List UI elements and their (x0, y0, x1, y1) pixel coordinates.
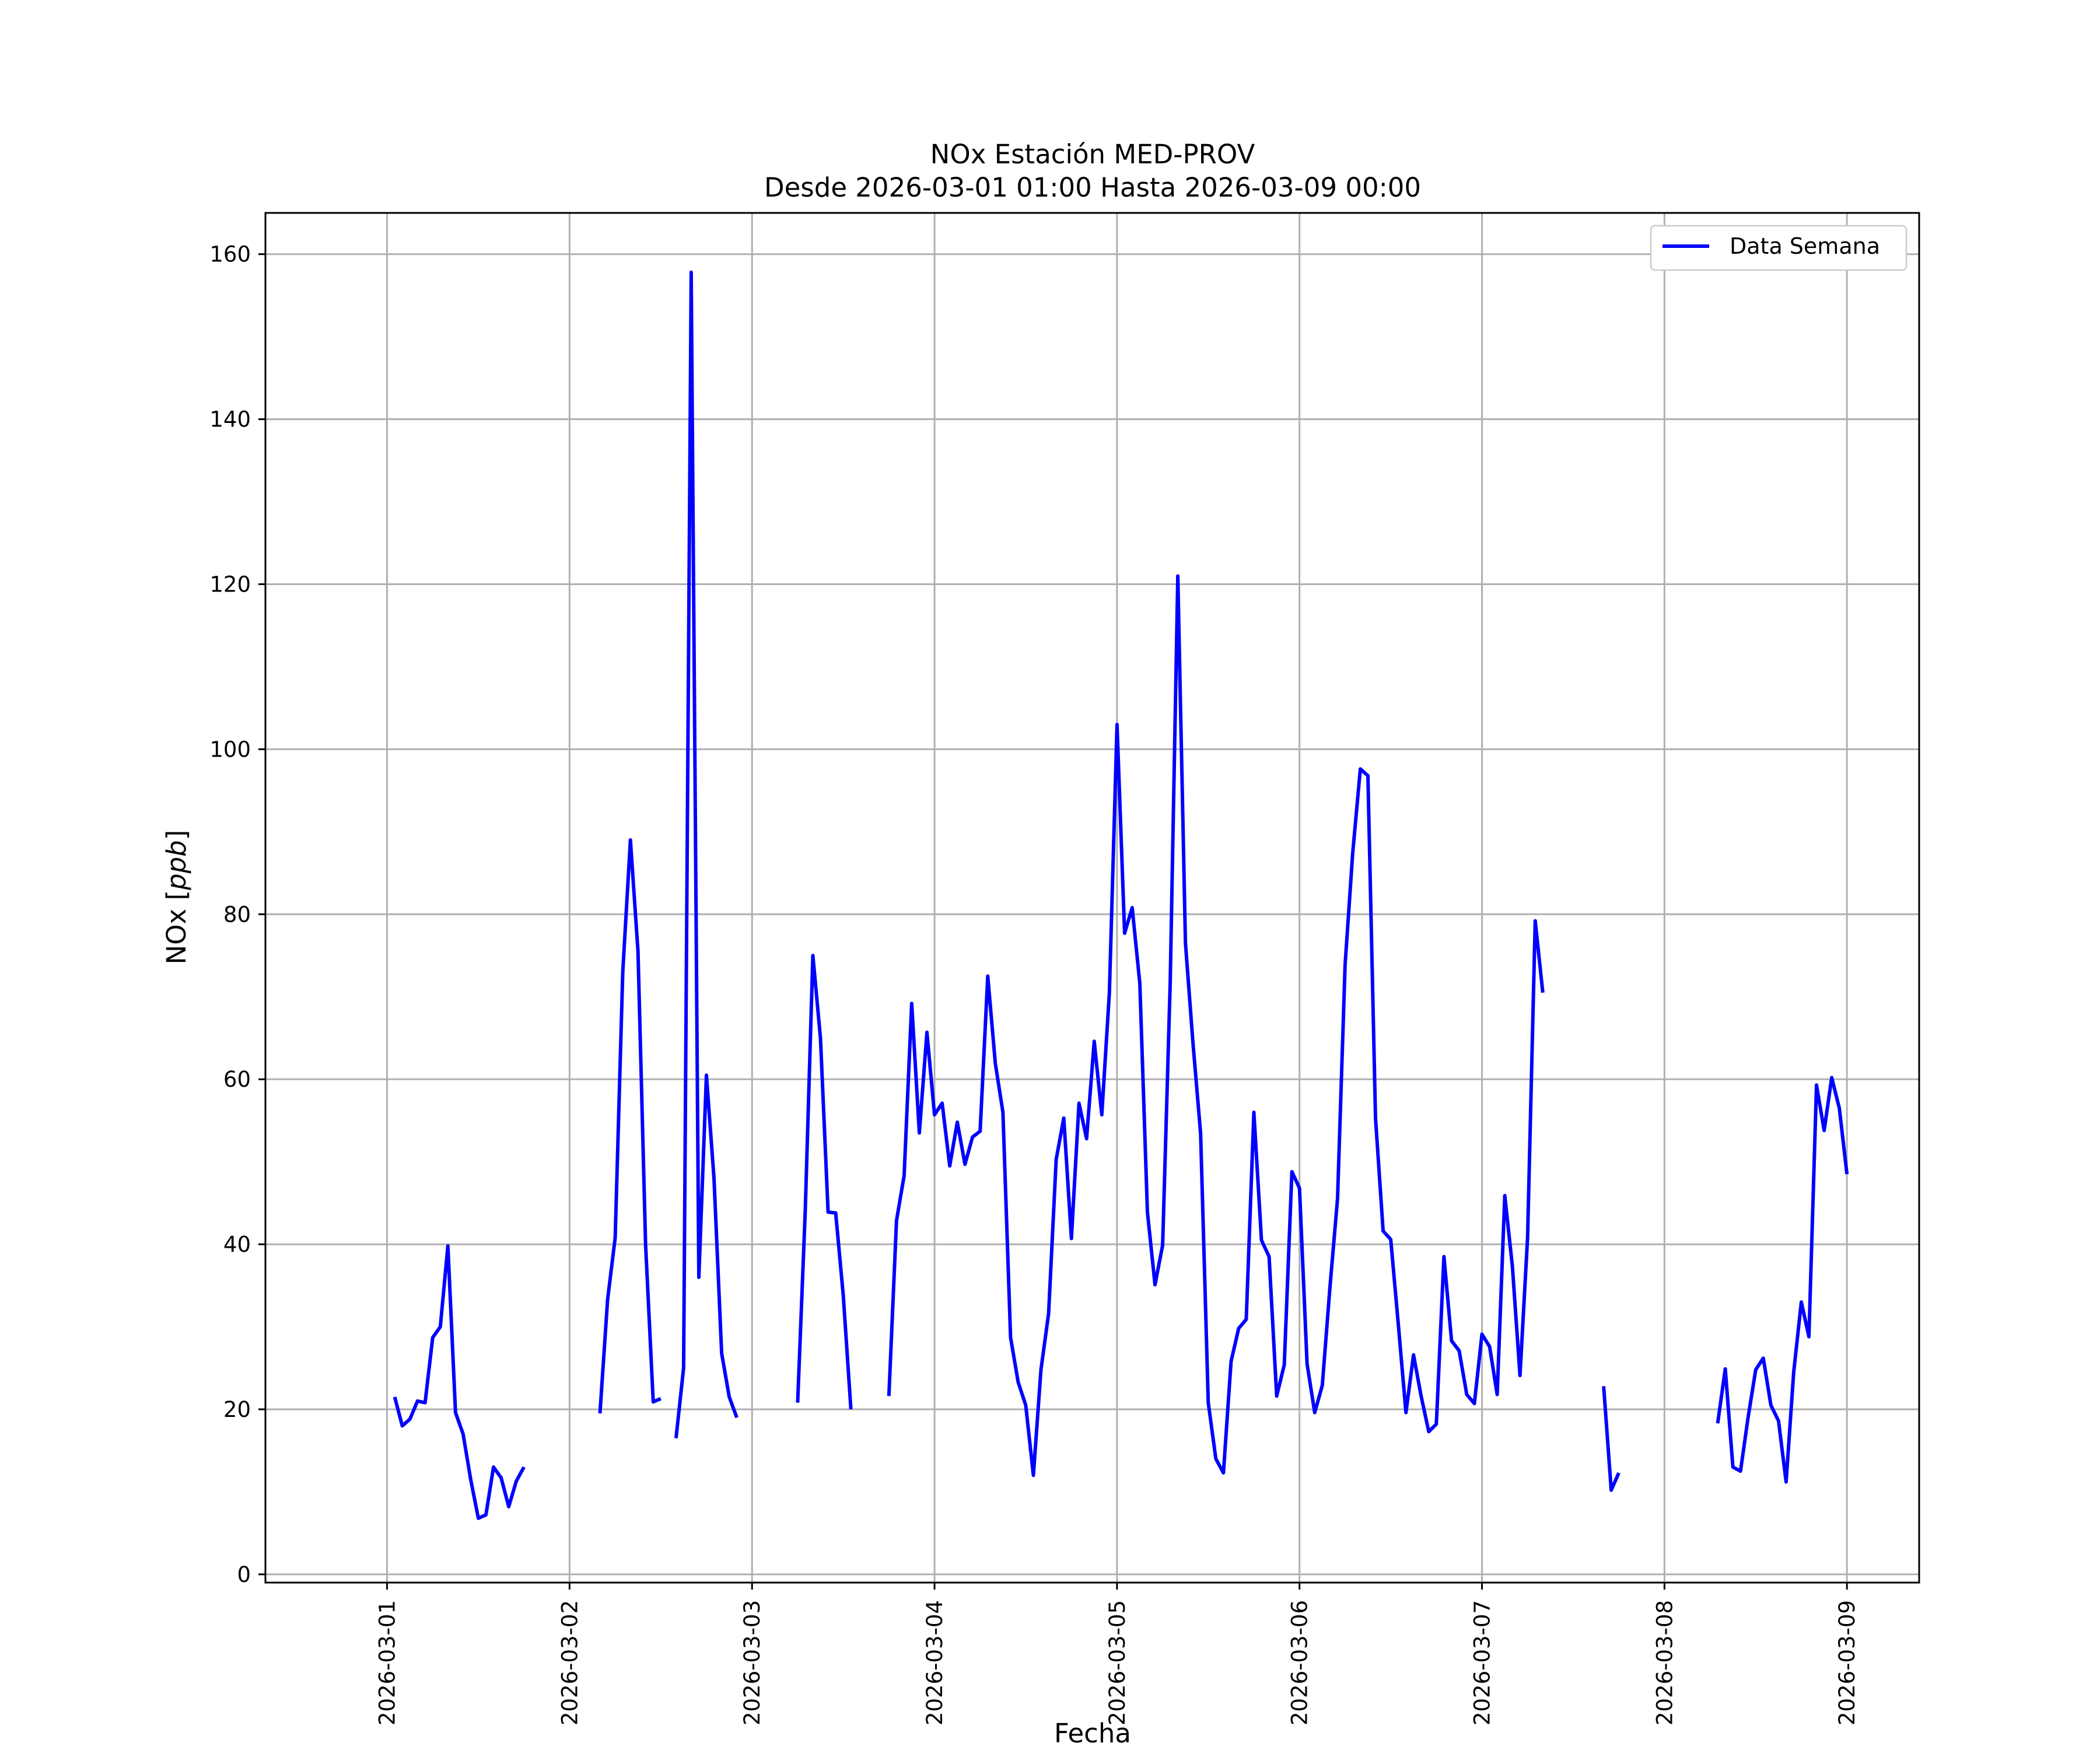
y-tick-label: 80 (223, 902, 251, 927)
series-line-segment (393, 1244, 526, 1520)
legend-label-data-semana: Data Semana (1730, 233, 1880, 259)
y-axis-ticks: 0 20 40 60 80 100 120 140 160 (209, 242, 265, 1587)
y-tick-label: 40 (223, 1232, 251, 1257)
y-tick-label: 60 (223, 1067, 251, 1092)
y-tick-label: 140 (209, 407, 251, 432)
y-tick-label: 100 (209, 737, 251, 762)
x-tick-label: 2026-03-07 (1470, 1600, 1495, 1726)
x-axis-ticks: 2026-03-01 2026-03-02 2026-03-03 2026-03-04… (375, 1583, 1860, 1726)
grid-lines (265, 213, 1919, 1583)
y-tick-label: 20 (223, 1397, 251, 1422)
legend: Data Semana (1650, 225, 1908, 271)
x-tick-label: 2026-03-06 (1287, 1600, 1312, 1726)
y-tick-label: 160 (209, 242, 251, 267)
x-axis-label: Fecha (1054, 1718, 1131, 1749)
y-tick-label: 120 (209, 572, 251, 597)
plot-area-frame (264, 212, 1920, 1584)
x-tick-label: 2026-03-08 (1652, 1600, 1677, 1726)
series-line-segment (598, 838, 662, 1414)
x-tick-label: 2026-03-09 (1835, 1600, 1860, 1726)
series-line-segment (796, 954, 853, 1410)
y-tick-label: 0 (237, 1562, 251, 1587)
series-line-segment (1602, 1386, 1620, 1492)
y-axis-label-unit: ppb (161, 840, 192, 891)
y-axis-label-close: ] (161, 830, 192, 841)
x-tick-label: 2026-03-05 (1105, 1600, 1130, 1726)
x-tick-label: 2026-03-02 (557, 1600, 582, 1726)
legend-box (1650, 225, 1908, 271)
x-tick-label: 2026-03-04 (922, 1600, 947, 1726)
series-line-segment (674, 270, 738, 1438)
x-tick-label: 2026-03-03 (740, 1600, 765, 1726)
y-axis-label: NOx [ppb] (161, 830, 192, 965)
series-line-segment (887, 574, 1545, 1478)
x-tick-label: 2026-03-01 (375, 1600, 400, 1726)
series-layer (393, 270, 1849, 1520)
chart-subtitle: Desde 2026-03-01 01:00 Hasta 2026-03-09 … (764, 172, 1421, 203)
y-axis-label-main: NOx [ (161, 890, 192, 965)
chart-title: NOx Estación MED-PROV (930, 139, 1255, 170)
series-line-segment (1716, 1076, 1849, 1484)
